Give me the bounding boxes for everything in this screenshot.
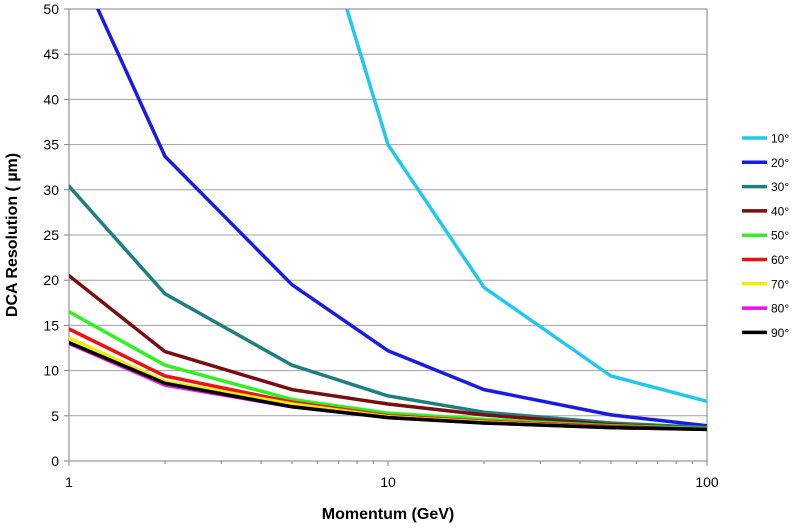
legend-label: 20°: [771, 156, 789, 170]
y-tick-label: 15: [43, 317, 59, 333]
series-line-30deg: [69, 184, 707, 430]
series-line-20deg: [95, 9, 707, 428]
x-tick-label: 10: [380, 474, 396, 490]
y-tick-label: 10: [43, 363, 59, 379]
legend-label: 80°: [771, 302, 789, 316]
x-tick-label: 100: [695, 474, 719, 490]
y-tick-label: 35: [43, 137, 59, 153]
gridlines: [69, 8, 707, 417]
legend-label: 40°: [771, 204, 789, 218]
y-tick-label: 20: [43, 272, 59, 288]
legend-label: 70°: [771, 277, 789, 291]
series-line-90deg: [69, 340, 707, 432]
legend-label: 30°: [771, 180, 789, 194]
y-tick-label: 50: [43, 1, 59, 17]
y-tick-label: 30: [43, 182, 59, 198]
legend-label: 10°: [771, 132, 789, 146]
x-axis-title: Momentum (GeV): [322, 506, 454, 523]
series-lines: [69, 9, 707, 432]
legend-label: 90°: [771, 326, 789, 340]
y-tick-label: 5: [51, 408, 59, 424]
y-axis-title: DCA Resolution ( µm): [4, 153, 21, 317]
y-tick-label: 25: [43, 227, 59, 243]
legend-label: 50°: [771, 229, 789, 243]
series-line-10deg: [345, 9, 707, 404]
legend-label: 60°: [771, 253, 789, 267]
axes: 0 5 10 15 20 25 30 35 40 45 50 1 10 100: [43, 1, 718, 490]
legend: 10° 20° 30° 40° 50° 60° 70° 80° 90°: [742, 132, 789, 340]
x-tick-label: 1: [65, 474, 73, 490]
y-tick-label: 0: [51, 453, 59, 469]
y-tick-label: 45: [43, 46, 59, 62]
y-tick-label: 40: [43, 91, 59, 107]
